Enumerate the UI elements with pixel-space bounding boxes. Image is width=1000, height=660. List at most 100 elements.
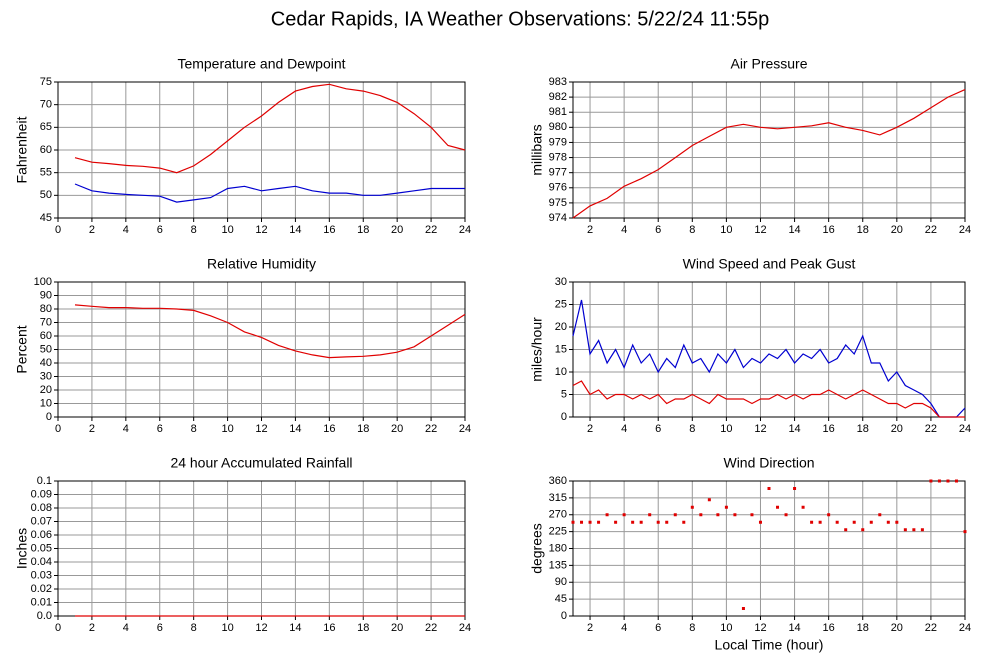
x-tick-label: 16 — [323, 224, 335, 236]
series-line — [572, 299, 966, 418]
y-tick-label: 976 — [549, 182, 567, 194]
y-tick-label: 75 — [40, 76, 52, 88]
x-tick-label: 10 — [720, 224, 732, 236]
scatter-point — [946, 479, 950, 483]
x-tick-label: 22 — [425, 622, 437, 634]
scatter-point — [937, 479, 941, 483]
x-tick-label: 6 — [157, 224, 163, 236]
x-tick-label: 22 — [925, 423, 937, 435]
x-tick-label: 16 — [323, 622, 335, 634]
scatter-point — [793, 487, 797, 490]
x-tick-label: 20 — [391, 423, 403, 435]
x-tick-label: 12 — [255, 224, 267, 236]
x-tick-label: 16 — [323, 423, 335, 435]
scatter-point — [682, 520, 686, 524]
x-tick-label: 24 — [459, 622, 471, 634]
y-tick-label: 60 — [40, 330, 52, 342]
x-tick-label: 10 — [221, 622, 233, 634]
scatter-point — [929, 479, 933, 483]
x-tick-label: 8 — [191, 622, 197, 634]
scatter-point — [869, 520, 873, 524]
x-tick-label: 6 — [655, 622, 661, 634]
y-tick-label: 315 — [549, 492, 567, 504]
x-tick-label: 22 — [425, 423, 437, 435]
scatter-point — [724, 505, 728, 509]
scatter-point — [631, 520, 635, 524]
x-tick-label: 12 — [754, 224, 766, 236]
x-tick-label: 22 — [925, 622, 937, 634]
x-tick-label: 2 — [89, 224, 95, 236]
y-tick-label: 30 — [40, 370, 52, 382]
x-tick-label: 0 — [55, 423, 61, 435]
series-line — [74, 83, 466, 174]
x-tick-label: 14 — [289, 622, 301, 634]
x-tick-label: 12 — [754, 622, 766, 634]
scatter-point — [665, 520, 669, 524]
y-axis-label: Percent — [14, 325, 30, 373]
x-tick-label: 20 — [891, 224, 903, 236]
plot-frame — [572, 281, 966, 418]
y-tick-label: 978 — [549, 151, 567, 163]
y-tick-label: 981 — [549, 106, 567, 118]
scatter-point — [741, 607, 745, 610]
chart-panel: Wind Speed and Peak Gust miles/hour 0 5 10 15… — [529, 256, 971, 435]
x-tick-label: 6 — [655, 224, 661, 236]
series-line — [572, 380, 965, 418]
y-tick-label: 974 — [549, 212, 567, 224]
y-tick-label: 50 — [40, 189, 52, 201]
y-tick-label: 65 — [40, 121, 52, 133]
series-line — [74, 304, 466, 359]
y-tick-label: 45 — [40, 212, 52, 224]
scatter-point — [895, 520, 899, 524]
x-tick-label: 18 — [857, 423, 869, 435]
y-tick-label: 70 — [40, 316, 52, 328]
y-tick-label: 30 — [555, 276, 567, 288]
scatter-point — [827, 513, 831, 517]
x-tick-label: 12 — [255, 423, 267, 435]
chart-title: Wind Direction — [723, 455, 814, 471]
y-tick-label: 180 — [549, 542, 567, 554]
x-tick-label: 2 — [587, 224, 593, 236]
x-tick-label: 24 — [459, 423, 471, 435]
x-tick-label: 18 — [357, 622, 369, 634]
y-tick-label: 225 — [549, 526, 567, 538]
x-tick-label: 10 — [720, 423, 732, 435]
y-tick-label: 10 — [555, 366, 567, 378]
y-tick-label: 0.03 — [31, 569, 52, 581]
x-tick-label: 14 — [788, 622, 800, 634]
x-tick-label: 4 — [123, 423, 129, 435]
scatter-point — [580, 520, 584, 524]
x-tick-label: 8 — [191, 423, 197, 435]
y-tick-label: 980 — [549, 121, 567, 133]
chart-title: Wind Speed and Peak Gust — [683, 256, 856, 272]
chart-title: 24 hour Accumulated Rainfall — [170, 455, 352, 471]
x-tick-label: 24 — [959, 224, 971, 236]
x-tick-label: 14 — [788, 423, 800, 435]
y-tick-label: 0.02 — [31, 583, 52, 595]
y-tick-label: 60 — [40, 144, 52, 156]
scatter-point — [622, 513, 626, 517]
y-tick-label: 977 — [549, 167, 567, 179]
scatter-point — [597, 520, 601, 524]
x-tick-label: 20 — [891, 622, 903, 634]
x-tick-label: 22 — [425, 224, 437, 236]
x-tick-label: 0 — [55, 224, 61, 236]
chart-panel: Relative HumidityPercent0102030405060708… — [14, 256, 471, 435]
chart-title: Temperature and Dewpoint — [177, 56, 345, 72]
y-tick-label: 135 — [549, 559, 567, 571]
y-tick-label: 983 — [549, 76, 567, 88]
scatter-point — [844, 528, 848, 532]
y-tick-label: 90 — [40, 289, 52, 301]
scatter-point — [776, 505, 780, 509]
scatter-point — [656, 520, 660, 524]
y-tick-label: 0.1 — [37, 475, 52, 487]
x-tick-label: 24 — [959, 423, 971, 435]
x-tick-label: 2 — [89, 622, 95, 634]
y-tick-label: 70 — [40, 99, 52, 111]
y-tick-label: 10 — [40, 397, 52, 409]
scatter-point — [878, 513, 882, 517]
x-tick-label: 4 — [123, 622, 129, 634]
x-tick-label: 2 — [587, 423, 593, 435]
y-tick-label: 0 — [561, 610, 567, 622]
y-tick-label: 20 — [555, 321, 567, 333]
